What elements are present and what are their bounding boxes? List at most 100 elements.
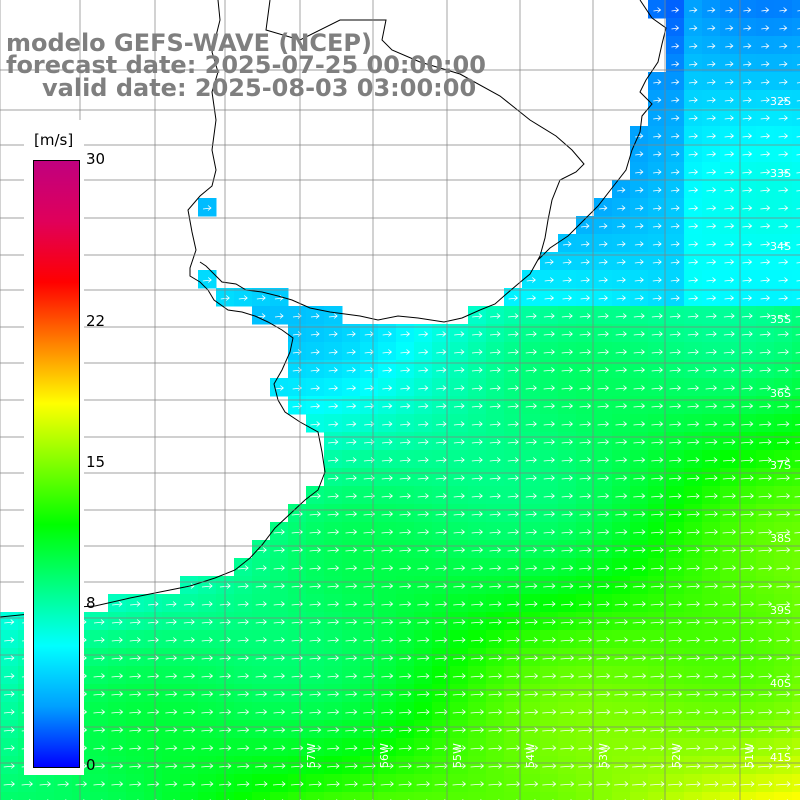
wind-arrow [399,457,411,463]
wind-arrow [273,691,286,697]
wind-arrow [758,673,773,679]
wind-arrow [761,43,770,49]
wind-arrow [778,97,788,103]
wind-arrow [670,169,680,175]
wind-speed-cell [684,522,703,541]
wind-speed-cell [738,756,757,775]
wind-speed-cell [162,666,181,685]
wind-speed-cell [702,432,721,451]
wind-speed-cell [468,738,487,757]
wind-arrow [668,727,683,733]
wind-arrow [668,529,682,535]
wind-speed-cell [648,468,667,487]
wind-arrow [669,385,682,391]
wind-speed-cell [576,630,595,649]
wind-arrow [399,691,412,697]
wind-speed-cell [378,450,397,469]
wind-speed-cell [774,774,793,793]
wind-arrow [757,781,773,787]
wind-arrow [435,511,447,517]
wind-speed-cell [702,756,721,775]
wind-arrow [524,745,539,751]
wind-arrow [796,262,800,264]
wind-speed-cell [522,738,541,757]
wind-arrow [759,385,772,391]
wind-arrow [653,169,662,175]
wind-speed-cell [720,54,739,73]
wind-arrow [671,79,680,85]
wind-speed-cell [432,504,451,523]
wind-arrow [382,403,393,409]
wind-speed-cell [306,594,325,613]
wind-speed-cell [558,594,577,613]
wind-arrow [417,529,430,535]
wind-speed-cell [648,612,667,631]
wind-speed-cell [612,360,631,379]
wind-speed-cell [702,90,721,109]
wind-speed-cell [594,612,613,631]
wind-speed-cell [540,360,559,379]
wind-speed-cell [666,216,685,235]
wind-speed-cell [468,540,487,559]
wind-speed-cell [360,720,379,739]
wind-arrow [165,781,178,787]
wind-arrow [255,691,268,697]
wind-arrow [597,331,609,337]
wind-arrow [579,439,592,445]
wind-speed-cell [684,18,703,37]
wind-speed-cell [738,504,757,523]
wind-speed-cell [558,720,577,739]
wind-arrow [796,154,800,156]
wind-speed-cell [414,432,433,451]
wind-arrow [724,277,735,283]
wind-speed-cell [360,702,379,721]
wind-arrow [507,547,520,553]
wind-arrow [797,46,800,48]
wind-speed-cell [486,558,505,577]
wind-arrow [436,367,447,373]
wind-arrow [346,331,356,337]
wind-arrow [237,727,250,733]
wind-arrow [310,349,320,355]
wind-arrow [453,511,465,517]
wind-arrow [669,439,682,445]
wind-speed-cell [288,504,307,523]
wind-speed-cell [270,738,289,757]
wind-speed-cell [324,792,343,800]
wind-arrow [345,637,358,643]
wind-arrow [650,547,664,553]
wind-speed-cell [630,252,649,271]
wind-arrow [740,673,755,679]
wind-arrow [651,385,664,391]
wind-arrow [255,655,267,661]
wind-arrow [543,493,555,499]
wind-speed-cell [756,270,775,289]
wind-speed-cell [144,612,163,631]
wind-speed-cell [234,612,253,631]
wind-arrow [633,367,646,373]
wind-arrow [399,493,411,499]
wind-speed-cell [540,792,559,800]
wind-arrow [418,331,429,337]
latitude-label: 36S [770,387,791,400]
wind-arrow [704,493,718,499]
wind-speed-cell [432,342,451,361]
wind-speed-cell [702,702,721,721]
wind-arrow [740,475,754,481]
wind-speed-cell [648,756,667,775]
wind-speed-cell [702,0,721,19]
wind-speed-cell [252,306,271,325]
wind-arrow [739,781,755,787]
wind-speed-cell [648,630,667,649]
longitude-label: 52W [670,743,683,768]
wind-speed-cell [450,432,469,451]
wind-speed-cell [576,540,595,559]
wind-arrow [669,493,682,499]
wind-speed-cell [792,180,800,199]
wind-speed-cell [306,306,325,325]
wind-arrow [757,763,773,769]
wind-speed-cell [288,342,307,361]
wind-speed-cell [720,738,739,757]
wind-speed-cell [396,450,415,469]
wind-speed-cell [558,774,577,793]
